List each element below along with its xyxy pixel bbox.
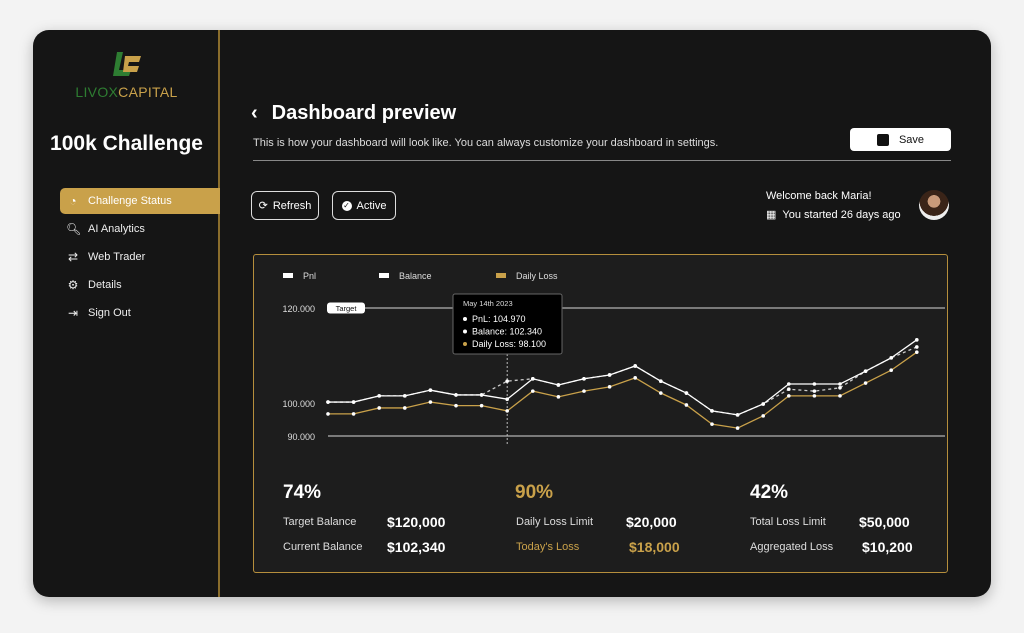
- save-button[interactable]: Save: [850, 128, 951, 151]
- page-subtitle: This is how your dashboard will look lik…: [253, 137, 719, 149]
- welcome-text: Welcome back Maria!: [766, 190, 872, 202]
- stat-value: $120,000: [387, 514, 446, 530]
- stat-label: Current Balance: [283, 541, 363, 553]
- stat-label: Target Balance: [283, 516, 357, 528]
- sidebar-item-details[interactable]: ⚙ Details: [60, 272, 220, 298]
- back-chevron-icon[interactable]: ‹: [251, 102, 258, 124]
- active-button[interactable]: ✓ Active: [332, 191, 396, 220]
- sidebar-item-label: Sign Out: [88, 307, 131, 319]
- refresh-label: Refresh: [272, 199, 312, 212]
- page-title: ‹ Dashboard preview: [251, 102, 456, 125]
- divider: [253, 160, 951, 161]
- livox-logo-icon: [113, 52, 141, 76]
- save-label: Save: [898, 133, 925, 146]
- stat-value: $18,000: [629, 539, 680, 555]
- sidebar-item-challenge-status[interactable]: ◔ Challenge Status: [60, 188, 220, 214]
- brand-part2: CAPITAL: [118, 84, 178, 100]
- stat-label: Total Loss Limit: [750, 516, 826, 528]
- sidebar-item-web-trader[interactable]: ⇄ Web Trader: [60, 244, 220, 270]
- sidebar-item-label: AI Analytics: [88, 223, 145, 235]
- chart-card: [253, 254, 948, 573]
- gear-icon: ⚙: [67, 278, 79, 292]
- started-label: You started 26 days ago: [782, 208, 901, 221]
- started-text: ▦ You started 26 days ago: [766, 208, 901, 222]
- floppy-disk-icon: [876, 133, 889, 146]
- analytics-search-icon: 🔍︎: [66, 222, 82, 236]
- challenge-title: 100k Challenge: [50, 132, 203, 155]
- sidebar-item-label: Web Trader: [88, 251, 146, 263]
- sidebar-item-sign-out[interactable]: ⇥ Sign Out: [60, 300, 220, 326]
- avatar[interactable]: [919, 190, 949, 220]
- sidebar-item-label: Details: [88, 279, 122, 291]
- stat-value: $20,000: [626, 514, 677, 530]
- total-loss-percent: 42%: [750, 482, 789, 503]
- stat-value: $102,340: [387, 539, 446, 555]
- arrows-exchange-icon: ⇄: [67, 250, 79, 264]
- sign-out-icon: ⇥: [67, 306, 79, 320]
- stat-value: $50,000: [859, 514, 910, 530]
- daily-loss-percent: 90%: [515, 482, 554, 503]
- stat-label: Daily Loss Limit: [516, 516, 594, 528]
- check-circle-icon: ✓: [341, 200, 352, 211]
- page-title-text: Dashboard preview: [271, 102, 457, 124]
- brand-name: LIVOXCAPITAL: [33, 84, 220, 100]
- app-window: LIVOXCAPITAL 100k Challenge ◔ Challenge S…: [33, 30, 991, 597]
- active-label: Active: [356, 199, 387, 212]
- target-percent: 74%: [283, 482, 322, 503]
- gauge-icon: ◔: [69, 194, 77, 208]
- stat-value: $10,200: [862, 539, 913, 555]
- refresh-icon: ⟳: [258, 200, 268, 212]
- calendar-icon: ▦: [766, 209, 777, 221]
- refresh-button[interactable]: ⟳ Refresh: [251, 191, 319, 220]
- sidebar-item-ai-analytics[interactable]: 🔍︎ AI Analytics: [60, 216, 220, 242]
- stat-label: Aggregated Loss: [750, 541, 834, 553]
- brand-part1: LIVOX: [75, 84, 119, 100]
- stat-label: Today's Loss: [516, 541, 580, 553]
- sidebar-item-label: Challenge Status: [88, 195, 172, 207]
- sidebar: LIVOXCAPITAL 100k Challenge ◔ Challenge S…: [33, 30, 220, 597]
